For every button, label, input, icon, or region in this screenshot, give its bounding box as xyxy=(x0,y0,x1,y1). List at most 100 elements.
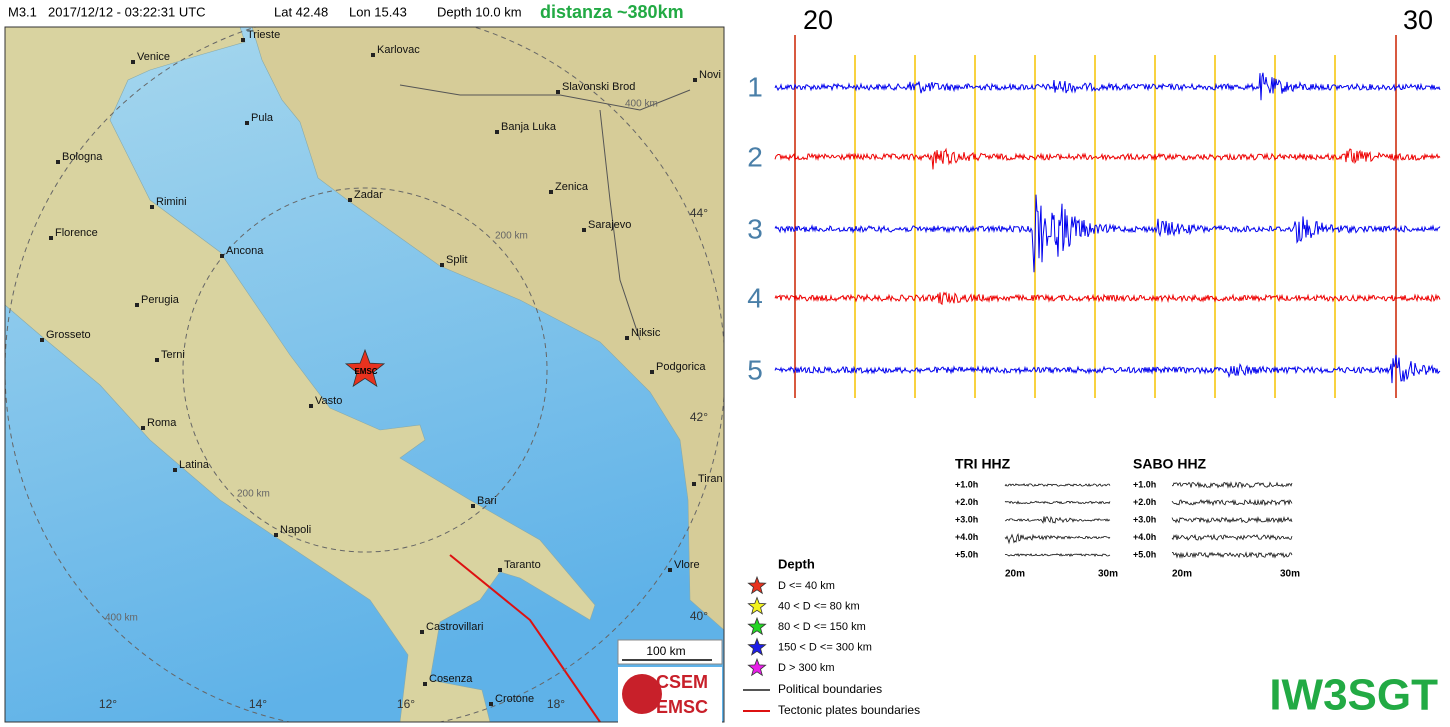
lat-label: 40° xyxy=(690,609,708,623)
lon-label: 12° xyxy=(99,697,117,711)
mini-x-label: 20m xyxy=(1172,569,1192,580)
city-dot xyxy=(173,468,177,472)
hour-label: +3.0h xyxy=(955,514,978,524)
mini-x-label: 30m xyxy=(1098,569,1118,580)
header-depth: Depth 10.0 km xyxy=(437,4,522,19)
city-label: Castrovillari xyxy=(426,621,483,633)
city-dot xyxy=(49,236,53,240)
city-label: Bologna xyxy=(62,151,103,163)
minute-label: 30 xyxy=(1403,5,1433,35)
city-label: Vlore xyxy=(674,559,700,571)
hour-label: +1.0h xyxy=(955,479,978,489)
trace-label: 5 xyxy=(747,354,763,385)
city-label: Niksic xyxy=(631,327,661,339)
city-label: Roma xyxy=(147,417,177,429)
mini-trace xyxy=(1004,500,1111,505)
city-dot xyxy=(371,53,375,57)
city-label: Latina xyxy=(179,459,210,471)
mini-trace xyxy=(1004,552,1111,557)
city-label: Banja Luka xyxy=(501,121,557,133)
mini-trace xyxy=(1004,533,1111,545)
legend-star xyxy=(747,637,767,656)
hour-label: +5.0h xyxy=(955,549,978,559)
city-dot xyxy=(141,426,145,430)
city-dot xyxy=(582,228,586,232)
city-label: Florence xyxy=(55,227,98,239)
city-dot xyxy=(241,38,245,42)
ring-label: 200 km xyxy=(237,489,270,500)
city-dot xyxy=(650,370,654,374)
city-dot xyxy=(495,130,499,134)
city-label: Crotone xyxy=(495,693,534,705)
city-dot xyxy=(274,533,278,537)
epicenter-label: EMSC xyxy=(354,367,377,376)
city-label: Bari xyxy=(477,495,497,507)
city-label: Vasto xyxy=(315,395,342,407)
header-magnitude: M3.1 xyxy=(8,4,37,19)
map-frame xyxy=(4,26,725,723)
city-dot xyxy=(155,358,159,362)
city-dot xyxy=(471,504,475,508)
city-label: Slavonski Brod xyxy=(562,81,635,93)
legend-label: 40 < D <= 80 km xyxy=(778,600,860,612)
balkans xyxy=(251,27,724,631)
mini-x-label: 20m xyxy=(1005,569,1025,580)
city-dot xyxy=(440,263,444,267)
city-dot xyxy=(489,702,493,706)
city-label: Pula xyxy=(251,112,274,124)
city-dot xyxy=(309,404,313,408)
city-dot xyxy=(420,630,424,634)
callsign: IW3SGT xyxy=(1269,671,1438,720)
lon-label: 14° xyxy=(249,697,267,711)
header-distance: distanza ~380km xyxy=(540,2,684,22)
mini-trace xyxy=(1171,498,1293,507)
ring-label: 400 km xyxy=(625,99,658,110)
mini-trace xyxy=(1171,551,1293,559)
trace-label: 4 xyxy=(747,282,763,313)
city-dot xyxy=(556,90,560,94)
legend-label: Political boundaries xyxy=(778,682,882,696)
station-title: SABO HHZ xyxy=(1133,456,1207,472)
header-lon: Lon 15.43 xyxy=(349,4,407,19)
mini-x-label: 30m xyxy=(1280,569,1300,580)
logo-text: CSEM xyxy=(656,672,708,692)
trace xyxy=(774,72,1441,101)
city-dot xyxy=(56,160,60,164)
legend-star xyxy=(747,657,767,677)
legend-star xyxy=(747,596,767,615)
hour-label: +5.0h xyxy=(1133,549,1156,559)
ring-label: 400 km xyxy=(105,613,138,624)
minute-label: 20 xyxy=(803,5,833,35)
city-dot xyxy=(423,682,427,686)
header-datetime: 2017/12/12 - 03:22:31 UTC xyxy=(48,4,206,19)
city-dot xyxy=(131,60,135,64)
city-label: Trieste xyxy=(247,29,280,41)
lon-label: 16° xyxy=(397,697,415,711)
city-dot xyxy=(135,303,139,307)
legend-label: D <= 40 km xyxy=(778,580,835,592)
trace xyxy=(774,147,1441,170)
city-label: Ancona xyxy=(226,245,264,257)
legend-label: 80 < D <= 150 km xyxy=(778,621,866,633)
hour-label: +4.0h xyxy=(955,532,978,542)
legend-label: Tectonic plates boundaries xyxy=(778,703,920,717)
city-label: Cosenza xyxy=(429,673,473,685)
legend-label: D > 300 km xyxy=(778,662,835,674)
city-dot xyxy=(692,482,696,486)
city-dot xyxy=(668,568,672,572)
hour-label: +3.0h xyxy=(1133,514,1156,524)
city-label: Grosseto xyxy=(46,329,91,341)
city-dot xyxy=(348,198,352,202)
legend-title: Depth xyxy=(778,556,815,571)
city-label: Rimini xyxy=(156,196,187,208)
city-label: Sarajevo xyxy=(588,219,631,231)
epicenter xyxy=(344,348,386,388)
logo-globe xyxy=(622,674,662,714)
trace-label: 3 xyxy=(747,213,763,244)
city-label: Tiran xyxy=(698,473,723,485)
mini-trace xyxy=(1171,533,1293,541)
border xyxy=(399,84,691,111)
hour-label: +2.0h xyxy=(1133,497,1156,507)
city-label: Zadar xyxy=(354,189,383,201)
legend-label: 150 < D <= 300 km xyxy=(778,641,872,653)
